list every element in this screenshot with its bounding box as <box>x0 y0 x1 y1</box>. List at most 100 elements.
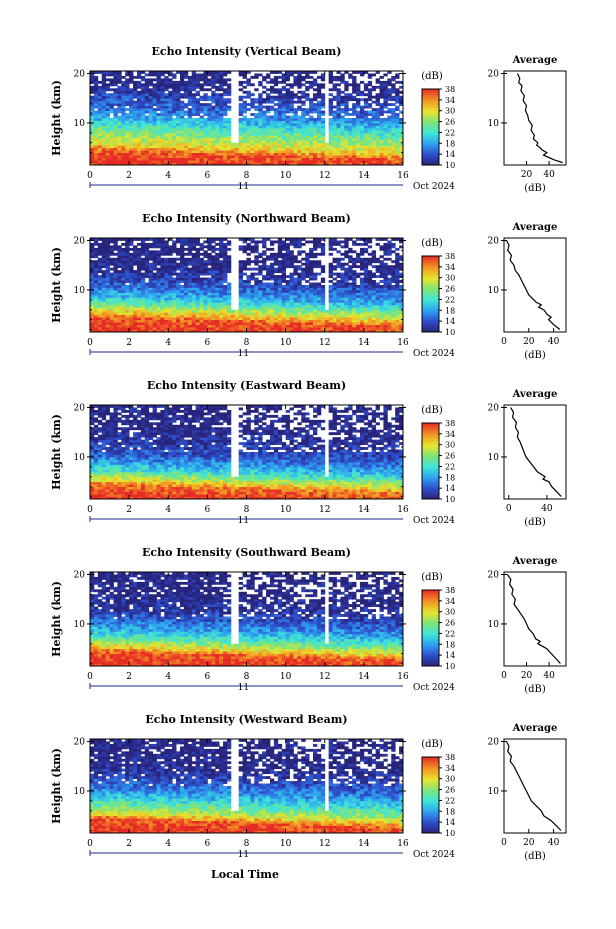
heatmap-cell <box>285 299 290 303</box>
heatmap-cell <box>172 327 177 330</box>
heatmap-cell <box>109 302 114 306</box>
heatmap-cell <box>93 162 99 166</box>
heatmap-cell <box>293 257 298 261</box>
heatmap-cell <box>277 285 283 288</box>
heatmap-cell <box>254 150 259 154</box>
heatmap-cell <box>160 71 165 74</box>
heatmap-cell <box>238 125 243 129</box>
heatmap-cell <box>309 309 314 313</box>
heatmap-cell <box>90 145 95 149</box>
heatmap-cell <box>313 150 318 154</box>
heatmap-cell <box>305 127 310 131</box>
heatmap-cell <box>226 270 232 274</box>
heatmap-cell <box>305 260 310 264</box>
heatmap-cell <box>352 110 357 114</box>
panel-title: Echo Intensity (Northward Beam) <box>142 212 351 225</box>
heatmap-cell <box>191 113 197 116</box>
heatmap-cell <box>367 309 373 313</box>
heatmap-cell <box>289 118 294 121</box>
heatmap-cell <box>187 142 193 146</box>
heatmap-cell <box>332 130 337 134</box>
heatmap-cell <box>359 304 365 308</box>
heatmap-cell <box>101 312 107 316</box>
heatmap-cell <box>266 105 271 109</box>
heatmap-cell <box>172 140 177 144</box>
heatmap-cell <box>215 255 220 259</box>
heatmap-cell <box>340 304 345 308</box>
heatmap-cell <box>101 314 107 318</box>
heatmap-cell <box>179 277 185 281</box>
heatmap-cell <box>195 85 200 89</box>
heatmap-cell <box>97 95 103 99</box>
heatmap-cell <box>93 262 99 266</box>
heatmap-cell <box>121 304 126 308</box>
heatmap-cell <box>238 130 243 134</box>
heatmap-cell <box>140 252 146 256</box>
heatmap-cell <box>125 299 130 303</box>
heatmap-cell <box>395 73 400 77</box>
heatmap-cell <box>191 302 197 306</box>
heatmap-cell <box>238 292 243 296</box>
heatmap-cell <box>183 150 189 154</box>
heatmap-cell <box>399 100 404 104</box>
heatmap-cell <box>223 272 228 276</box>
heatmap-cell <box>328 275 333 278</box>
heatmap-cell <box>191 118 197 121</box>
heatmap-cell <box>313 137 318 141</box>
heatmap-cell <box>219 292 224 296</box>
heatmap-cell <box>285 329 290 333</box>
heatmap-cell <box>90 137 95 141</box>
heatmap-cell <box>176 110 181 114</box>
heatmap-cell <box>207 270 212 274</box>
heatmap-cell <box>375 299 380 303</box>
heatmap-cell <box>289 287 294 291</box>
heatmap-cell <box>316 272 322 276</box>
heatmap-cell <box>203 71 208 74</box>
heatmap-cell <box>121 262 126 266</box>
heatmap-cell <box>191 95 197 99</box>
heatmap-cell <box>195 100 200 104</box>
heatmap-cell <box>316 285 322 288</box>
heatmap-cell <box>387 322 392 325</box>
heatmap-cell <box>383 140 388 144</box>
heatmap-cell <box>121 260 126 264</box>
heatmap-cell <box>316 260 322 264</box>
heatmap-cell <box>121 327 126 330</box>
heatmap-cell <box>359 142 365 146</box>
heatmap-cell <box>316 152 322 156</box>
heatmap-cell <box>199 252 204 256</box>
heatmap-cell <box>352 88 357 92</box>
heatmap-cell <box>152 327 157 330</box>
heatmap-cell <box>117 282 122 286</box>
heatmap-cell <box>352 120 357 124</box>
heatmap-cell <box>320 145 326 149</box>
heatmap-cell <box>215 270 220 274</box>
heatmap-cell <box>242 297 247 301</box>
heatmap-cell <box>305 125 310 129</box>
heatmap-cell <box>230 309 236 313</box>
heatmap-cell <box>352 71 357 74</box>
heatmap-cell <box>125 108 130 111</box>
heatmap-cell <box>117 329 122 333</box>
heatmap-cell <box>313 260 318 264</box>
heatmap-cell <box>223 250 228 254</box>
heatmap-cell <box>301 314 306 318</box>
heatmap-cell <box>93 110 99 114</box>
heatmap-cell <box>336 127 341 131</box>
heatmap-cell <box>144 257 150 261</box>
heatmap-cell <box>172 95 177 99</box>
heatmap-cell <box>254 282 259 286</box>
heatmap-cell <box>340 289 345 293</box>
heatmap-cell <box>191 145 197 149</box>
heatmap-cell <box>203 327 208 330</box>
heatmap-cell <box>211 142 216 146</box>
heatmap-cell <box>336 130 341 134</box>
heatmap-cell <box>215 88 220 92</box>
heatmap-cell <box>297 108 302 111</box>
heatmap-cell <box>211 267 216 271</box>
heatmap-cell <box>133 130 138 134</box>
heatmap-cell <box>285 317 290 321</box>
heatmap-cell <box>113 157 118 161</box>
heatmap-cell <box>117 275 122 278</box>
heatmap-cell <box>176 297 181 301</box>
